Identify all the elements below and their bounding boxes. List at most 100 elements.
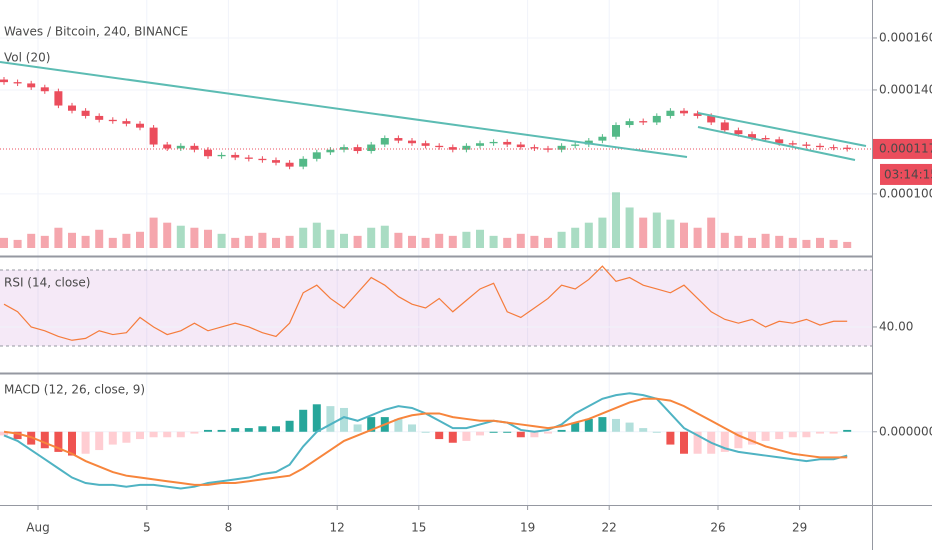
volume-bar <box>680 222 688 248</box>
histogram-bar <box>503 431 512 433</box>
candle-body <box>557 145 566 150</box>
rsi-title: RSI (14, close) <box>4 276 90 290</box>
candle-body <box>231 154 240 158</box>
histogram-bar <box>612 418 620 432</box>
histogram-bar <box>666 431 675 445</box>
candle-body <box>489 141 498 144</box>
countdown-box <box>880 163 932 185</box>
candle-body <box>666 110 675 116</box>
candle-body <box>258 158 267 161</box>
volume-bar <box>285 235 294 248</box>
histogram-bar <box>122 431 131 443</box>
signal-line <box>3 397 848 486</box>
candle-body <box>652 115 661 123</box>
candle-body <box>285 162 294 167</box>
volume-bar <box>843 241 852 248</box>
histogram-bar <box>13 431 22 440</box>
histogram-bar <box>734 431 743 449</box>
candle-body <box>612 125 620 137</box>
candle-body <box>843 147 852 149</box>
candle-body <box>503 141 512 145</box>
candle-body <box>54 91 63 106</box>
trend-line <box>697 126 856 161</box>
candle-body <box>462 145 471 150</box>
candle-body <box>176 145 185 149</box>
candle-body <box>761 138 770 140</box>
last-price-label: 0.0001173 <box>879 141 932 155</box>
histogram-bar <box>40 431 49 449</box>
volume-bar <box>788 237 797 248</box>
histogram-bar <box>530 431 539 438</box>
candle-body <box>95 115 104 120</box>
volume-bar <box>612 192 620 248</box>
countdown: 03:14:15 <box>884 167 932 181</box>
histogram-bar <box>258 426 267 432</box>
volume-bar <box>435 233 444 248</box>
volume-bar <box>408 235 416 248</box>
grid <box>0 0 872 505</box>
candle-body <box>748 134 756 139</box>
histogram-bar <box>748 431 756 445</box>
candle-body <box>149 127 158 145</box>
histogram-bar <box>639 428 648 432</box>
candle-body <box>340 147 348 150</box>
trend-lines <box>0 61 867 161</box>
volume-bar <box>625 207 634 248</box>
candle-body <box>775 139 784 144</box>
histogram-bar <box>136 431 144 440</box>
histogram-bar <box>163 431 172 438</box>
candle-body <box>367 144 376 152</box>
volume-bar <box>122 233 131 248</box>
volume-bar <box>163 222 172 248</box>
candle-body <box>788 143 797 145</box>
volume-bar <box>312 222 321 248</box>
candle-body <box>272 160 280 163</box>
candle-body <box>190 145 199 150</box>
trend-line <box>0 61 688 158</box>
volume-bar <box>326 229 335 248</box>
volume-bar <box>584 222 593 248</box>
volume-bar <box>639 217 648 248</box>
histogram-bar <box>693 431 702 454</box>
histogram-bar <box>68 431 76 456</box>
histogram-bar <box>557 429 566 432</box>
candle-body <box>448 147 457 150</box>
x-tick-label: 19 <box>520 521 535 535</box>
histogram-bar <box>408 424 416 432</box>
histogram-bar <box>421 431 430 433</box>
volume-bar <box>244 235 253 248</box>
volume-bar <box>394 232 403 248</box>
candle-body <box>516 144 525 148</box>
x-tick-label: Aug <box>26 521 49 535</box>
candle-body <box>435 145 444 148</box>
volume-bar <box>666 219 675 248</box>
histogram-bar <box>54 431 63 452</box>
volume-bar <box>204 229 212 248</box>
volume-bar <box>462 231 471 248</box>
histogram-bar <box>476 431 484 436</box>
volume-bar <box>720 232 729 248</box>
volume-bar <box>353 235 362 248</box>
rsi-line <box>3 265 848 341</box>
histogram-bar <box>149 431 158 438</box>
volume-bar <box>190 227 199 248</box>
volume-bar <box>258 232 267 248</box>
histogram-bar <box>489 431 498 433</box>
volume-bar <box>816 237 824 248</box>
volume-bar <box>108 237 117 248</box>
candle-body <box>244 157 253 159</box>
histogram-bar <box>775 431 784 440</box>
volume-bar <box>448 235 457 248</box>
candle-body <box>707 115 716 123</box>
histogram-bar <box>598 417 607 432</box>
histogram-bar <box>720 431 729 452</box>
candle-body <box>625 121 634 126</box>
volume-bar <box>489 235 498 248</box>
histogram-bar <box>367 417 376 432</box>
histogram-bar <box>680 431 688 454</box>
volume-bar <box>802 239 811 248</box>
volume-bar <box>95 229 104 248</box>
histogram-bar <box>571 422 580 432</box>
candle-body <box>639 121 648 123</box>
